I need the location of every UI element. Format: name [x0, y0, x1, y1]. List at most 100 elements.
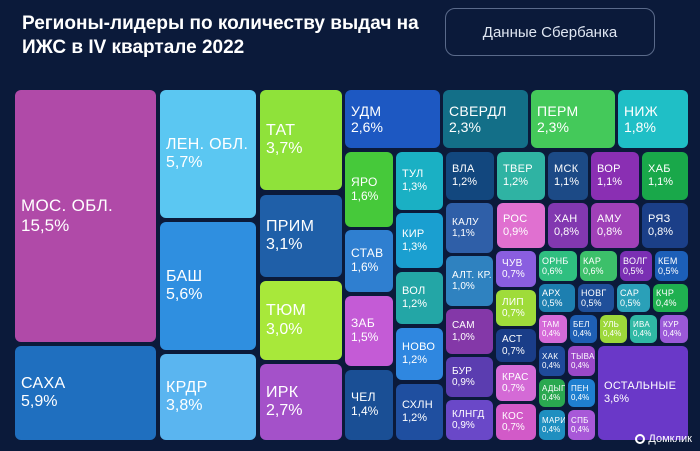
tile-value: 1,2% — [402, 412, 428, 424]
tile-value: 0,4% — [656, 298, 677, 308]
tile-36: ЧУВ 0,7% — [496, 251, 536, 287]
tile-value: 0,4% — [663, 329, 682, 338]
tile-value: 3,1% — [266, 236, 303, 253]
tile-value: 2,3% — [449, 119, 481, 135]
tile-41: ОРНБ 0,6% — [539, 251, 577, 281]
brand-logo: Домклик — [635, 433, 692, 445]
tile-label: ТАМ — [542, 319, 560, 329]
tile-label: НОВО — [402, 341, 436, 354]
tile-value: 1,6% — [351, 260, 379, 274]
tile-label: ТАТ — [266, 121, 296, 139]
tile-label: КЛНГД — [452, 408, 485, 420]
tile-label: ТУЛ — [402, 168, 424, 181]
tile-label: ИВА — [633, 319, 651, 329]
tile-59: СПБ 0,4% — [568, 410, 595, 440]
tile-label: ТЮМ — [266, 302, 307, 320]
tile-8: ИРК 2,7% — [260, 364, 342, 440]
tile-value: 1,0% — [452, 281, 475, 292]
tile-value: 2,3% — [537, 119, 569, 135]
tile-value: 0,7% — [502, 308, 525, 319]
tile-label: ПРИМ — [266, 217, 315, 235]
tile-value: 1,2% — [402, 298, 428, 310]
tile-7: ТЮМ 3,0% — [260, 281, 342, 360]
tile-value: 3,0% — [266, 320, 303, 338]
tile-value: 3,7% — [266, 140, 303, 157]
tile-label: НИЖ — [624, 102, 658, 119]
tile-label: РОС — [503, 212, 528, 225]
tile-4: КРДР 3,8% — [160, 354, 256, 440]
tile-label: ЛИП — [502, 296, 524, 308]
tile-52: ИВА 0,4% — [630, 315, 657, 343]
tile-label: КУР — [663, 319, 680, 329]
tile-43: ВОЛГ 0,5% — [620, 251, 652, 281]
tile-28: АЛТ. КР. 1,0% — [446, 256, 493, 306]
tile-51: УЛЬ 0,4% — [600, 315, 627, 343]
tile-value: 0,4% — [542, 393, 561, 402]
tile-30: БУР 0,9% — [446, 357, 493, 397]
tile-label: ПЕРМ — [537, 102, 579, 119]
tile-16: ЧЕЛ 1,4% — [345, 370, 393, 440]
tile-label: АСТ — [502, 334, 523, 345]
tile-40: КОС 0,7% — [496, 404, 536, 440]
tile-label: МОС. ОБЛ. — [21, 196, 114, 216]
tile-33: ХАН 0,8% — [548, 203, 588, 248]
tile-value: 3,6% — [604, 393, 630, 405]
tile-6: ПРИМ 3,1% — [260, 195, 342, 277]
tile-value: 1,1% — [648, 176, 674, 188]
tile-value: 1,1% — [597, 176, 623, 188]
tile-value: 0,4% — [633, 329, 652, 338]
tile-38: АСТ 0,7% — [496, 329, 536, 362]
tile-value: 0,5% — [581, 298, 602, 308]
tile-56: АДЫГ 0,4% — [539, 379, 565, 407]
tile-value: 0,5% — [542, 298, 563, 308]
tile-value: 0,9% — [452, 420, 475, 431]
tile-label: ХАН — [554, 212, 578, 225]
tile-label: ЧУВ — [502, 257, 523, 269]
tile-21: СХЛН 1,2% — [396, 384, 443, 440]
tile-57: ПЕН 0,4% — [568, 379, 595, 407]
tile-46: НОВГ 0,5% — [578, 284, 614, 312]
tile-value: 5,6% — [166, 286, 203, 303]
tile-label: ТВЕР — [503, 163, 533, 176]
tile-42: КАР 0,6% — [580, 251, 617, 281]
tile-value: 0,4% — [571, 361, 590, 370]
tile-25: ВОР 1,1% — [591, 152, 639, 200]
tile-45: АРХ 0,5% — [539, 284, 575, 312]
tile-label: ХАБ — [648, 163, 671, 176]
tile-label: ЗАБ — [351, 316, 376, 331]
tile-value: 1,3% — [402, 240, 428, 253]
tile-value: 0,6% — [583, 266, 604, 276]
tile-value: 1,2% — [503, 176, 529, 188]
tile-label: КЕМ — [658, 255, 678, 266]
source-badge: Данные Сбербанка — [445, 8, 655, 56]
tile-label: КИР — [402, 227, 425, 240]
tile-value: 5,7% — [166, 154, 203, 171]
tile-value: 0,8% — [554, 225, 580, 238]
tile-19: ВОЛ 1,2% — [396, 272, 443, 324]
tile-13: ЯРО 1,6% — [345, 152, 393, 227]
tile-value: 0,7% — [502, 383, 525, 394]
brand-icon — [635, 434, 646, 444]
tile-2: ЛЕН. ОБЛ. 5,7% — [160, 90, 256, 218]
tile-label: САХА — [21, 374, 66, 392]
tile-label: МСК — [554, 163, 579, 176]
tile-value: 0,9% — [503, 225, 529, 238]
tile-label: ЛЕН. ОБЛ. — [166, 135, 249, 153]
tile-47: САР 0,5% — [617, 284, 650, 312]
tile-label: УЛЬ — [603, 319, 620, 329]
tile-value: 0,6% — [542, 266, 563, 276]
tile-value: 1,6% — [351, 188, 379, 203]
tile-value: 0,4% — [571, 425, 590, 434]
tile-35: РЯЗ 0,8% — [642, 203, 688, 248]
tile-24: МСК 1,1% — [548, 152, 588, 200]
tile-value: 1,2% — [452, 176, 478, 188]
source-label: Данные Сбербанка — [482, 23, 618, 41]
tile-value: 0,4% — [603, 329, 622, 338]
tile-label: АДЫГ — [542, 383, 565, 393]
tile-37: ЛИП 0,7% — [496, 290, 536, 326]
tile-label: ВОЛ — [402, 285, 426, 298]
tile-label: ВОЛГ — [623, 255, 648, 266]
tile-5: ТАТ 3,7% — [260, 90, 342, 190]
tile-44: КЕМ 0,5% — [655, 251, 688, 281]
tile-label: АЛТ. КР. — [452, 269, 492, 281]
